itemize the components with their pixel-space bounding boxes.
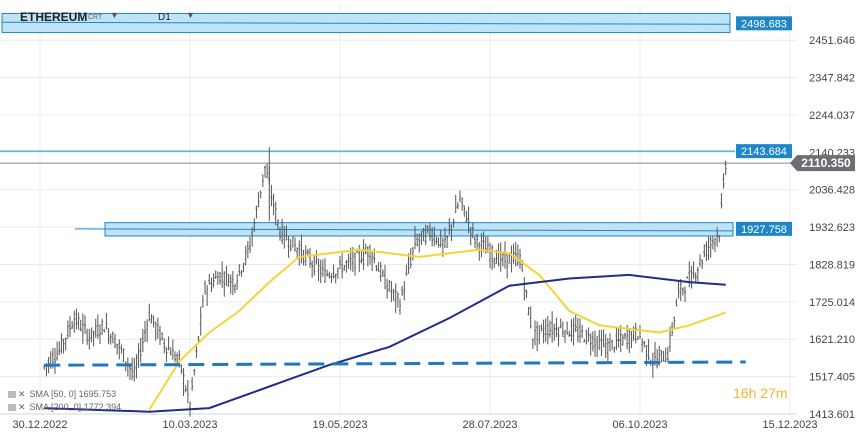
moving-averages [44,248,727,413]
close-icon[interactable]: ✕ [18,402,26,412]
resistance-line-1927[interactable] [74,228,734,232]
indicator-settings-icon[interactable] [8,391,16,399]
support-dashed-line[interactable] [44,360,746,367]
price-candles [43,147,727,417]
level-label-box [736,16,792,31]
sma200-legend[interactable]: ✕ SMA [200, 0] 1772.394 [8,402,121,413]
current-price-text: 2110.350 [801,156,851,170]
y-tick-label: 2244.037 [809,110,855,122]
x-tick-label: 15.12.2023 [762,419,817,431]
level-label-text: 2498.683 [741,18,787,30]
resistance-line-top[interactable] [1,21,731,25]
level-label-box [736,221,792,236]
candle-timer: 16h 27m [733,385,788,401]
y-tick-label: 1621.210 [809,334,855,346]
level-labels: 2498.683 2143.684 1927.758 2110.350 [736,16,855,236]
symbol-dropdown-icon[interactable]: ▼ [110,10,119,20]
y-tick-label: 2036.428 [809,185,855,197]
symbol-name[interactable]: ETHEREUM [20,10,88,24]
sma50-legend[interactable]: ✕ SMA [50, 0] 1695.753 [8,389,116,400]
x-tick-label: 06.10.2023 [612,419,667,431]
sma200-value: 1772.394 [83,402,122,412]
y-tick-label: 1517.405 [809,372,855,384]
current-price-tag [790,155,855,172]
level-label-box [736,144,792,159]
y-tick-label: 1413.601 [809,409,855,421]
indicator-settings-icon[interactable] [8,404,16,412]
y-tick-label: 1725.014 [809,297,855,309]
sma200-line [44,273,726,413]
x-tick-label: 28.07.2023 [462,419,517,431]
support-line[interactable] [44,360,746,367]
y-tick-label: 2451.646 [809,35,855,47]
y-tick-label: 1828.819 [809,259,855,271]
y-tick-label: 2347.842 [809,73,855,85]
x-axis: 30.12.2022 10.03.2023 19.05.2023 28.07.2023… [12,419,817,431]
resistance-zones[interactable] [0,12,797,237]
x-tick-label: 30.12.2022 [12,419,67,431]
level-label-text: 2143.684 [741,146,787,158]
timeframe-dropdown-icon[interactable]: ▼ [186,10,195,20]
y-axis: 2451.6462347.8422244.0372140.2332036.428… [809,35,855,421]
timeframe-label[interactable]: D1 [158,12,171,23]
level-label-text: 1927.758 [741,224,787,236]
symbol-suffix: CRT [88,14,103,21]
x-tick-label: 19.05.2023 [312,419,367,431]
y-tick-label: 1932.623 [809,222,855,234]
close-icon[interactable]: ✕ [18,389,26,399]
sma200-label: SMA [200, 0] [29,402,82,412]
sma50-value: 1695.753 [78,389,117,399]
x-tick-label: 10.03.2023 [162,419,217,431]
sma50-line [148,248,727,411]
sma50-label: SMA [50, 0] [29,389,77,399]
